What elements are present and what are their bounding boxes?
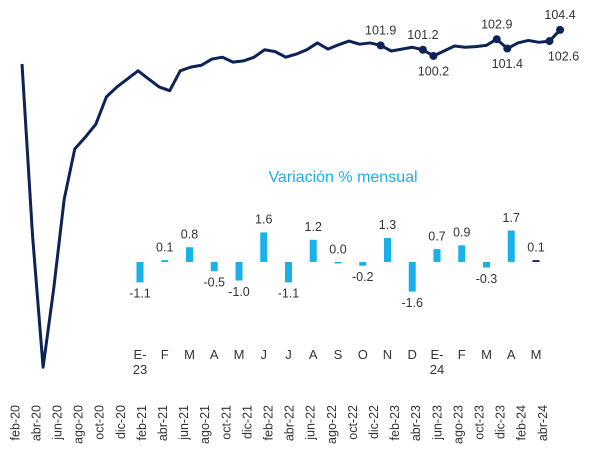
x-tick-label: E- 24 (429, 347, 445, 377)
bar (359, 262, 367, 266)
value-label: 101.4 (492, 57, 523, 71)
x-tick-label: feb-24 (515, 405, 529, 440)
x-tick-label: M (233, 347, 245, 362)
value-label: 101.2 (407, 28, 438, 42)
bar (458, 245, 466, 262)
value-label: 1.6 (255, 213, 272, 227)
value-label: 0.1 (527, 240, 544, 254)
value-label: -1.1 (129, 287, 151, 301)
x-tick-label: jun-23 (430, 405, 444, 441)
point (556, 25, 565, 34)
value-label: 102.9 (481, 18, 512, 32)
x-tick-label: jun-22 (304, 405, 318, 441)
x-tick-label: dic-23 (494, 405, 508, 439)
x-tick-label: F (160, 347, 169, 362)
value-label: 1.7 (503, 211, 520, 225)
x-tick-label: O (357, 347, 368, 362)
x-tick-label: feb-20 (8, 405, 22, 440)
x-tick-label: oct-23 (472, 405, 486, 440)
x-tick-label: jun-21 (177, 405, 191, 441)
x-tick-label: D (407, 347, 417, 362)
inset-title: Variación % mensual (268, 169, 417, 186)
x-tick-label: dic-21 (240, 405, 254, 439)
value-label: 1.3 (379, 218, 396, 232)
x-tick-label: abr-21 (156, 405, 170, 441)
x-tick-label: abr-24 (536, 405, 550, 441)
value-label: 0.1 (156, 240, 173, 254)
bar (136, 262, 144, 283)
x-tick-label: oct-22 (346, 405, 360, 440)
bar (433, 249, 441, 262)
bar (260, 232, 268, 262)
bar (384, 237, 391, 262)
x-tick-label: jun-20 (50, 405, 64, 441)
x-tick-label: ago-21 (198, 405, 212, 444)
x-tick-label: feb-23 (388, 405, 402, 440)
point (492, 35, 501, 44)
value-label: -1.0 (228, 285, 250, 299)
bar (483, 262, 490, 268)
bar (161, 260, 169, 262)
x-tick-label: A (308, 347, 318, 362)
x-tick-label: abr-22 (283, 405, 297, 441)
value-label: 102.6 (548, 49, 579, 63)
x-tick-label: A (506, 347, 516, 362)
x-tick-label: E- 23 (132, 347, 148, 377)
point (503, 44, 512, 53)
value-label: 100.2 (418, 64, 449, 78)
x-tick-label: S (333, 347, 343, 362)
bar (285, 262, 292, 283)
bar (210, 262, 218, 272)
x-tick-label: abr-23 (409, 405, 423, 441)
bar (507, 230, 515, 262)
bar (186, 247, 193, 262)
x-tick-label: A (209, 347, 219, 362)
x-tick-label: J (285, 347, 292, 362)
value-label: 0.8 (181, 227, 198, 241)
value-label: -0.2 (352, 270, 374, 284)
value-label: 101.9 (365, 24, 396, 38)
x-tick-label: ago-20 (72, 405, 86, 444)
x-tick-label: oct-20 (93, 405, 107, 440)
point (545, 37, 554, 46)
x-tick-label: J (260, 347, 268, 362)
x-tick-label: M (481, 347, 492, 362)
value-label: 1.2 (305, 220, 322, 234)
x-tick-label: M (530, 347, 542, 362)
value-label: -0.3 (476, 272, 498, 286)
point (418, 45, 427, 54)
point (376, 41, 385, 50)
bar (309, 239, 317, 262)
value-label: -0.5 (203, 276, 225, 290)
bar (532, 260, 540, 262)
x-tick-label: dic-20 (114, 405, 128, 439)
x-tick-label: feb-22 (261, 405, 275, 440)
x-tick-label: M (184, 347, 195, 362)
bar (408, 262, 416, 292)
value-label: 104.4 (544, 8, 575, 22)
value-label: -1.6 (401, 296, 423, 310)
point (429, 51, 438, 60)
x-tick-label: ago-22 (325, 405, 339, 444)
value-label: 0.7 (428, 229, 445, 243)
x-tick-label: oct-21 (219, 405, 233, 440)
x-tick-label: abr-20 (29, 405, 43, 441)
value-label: 0.0 (329, 242, 346, 256)
x-tick-label: N (382, 347, 393, 362)
value-label: -1.1 (278, 287, 300, 301)
bar (334, 262, 342, 264)
value-label: 0.9 (453, 226, 470, 240)
x-tick-label: F (457, 347, 466, 362)
bar (235, 262, 243, 281)
line (20, 28, 562, 369)
x-tick-label: ago-23 (451, 405, 465, 444)
x-tick-label: feb-21 (135, 405, 149, 440)
x-tick-label: dic-22 (367, 405, 381, 439)
